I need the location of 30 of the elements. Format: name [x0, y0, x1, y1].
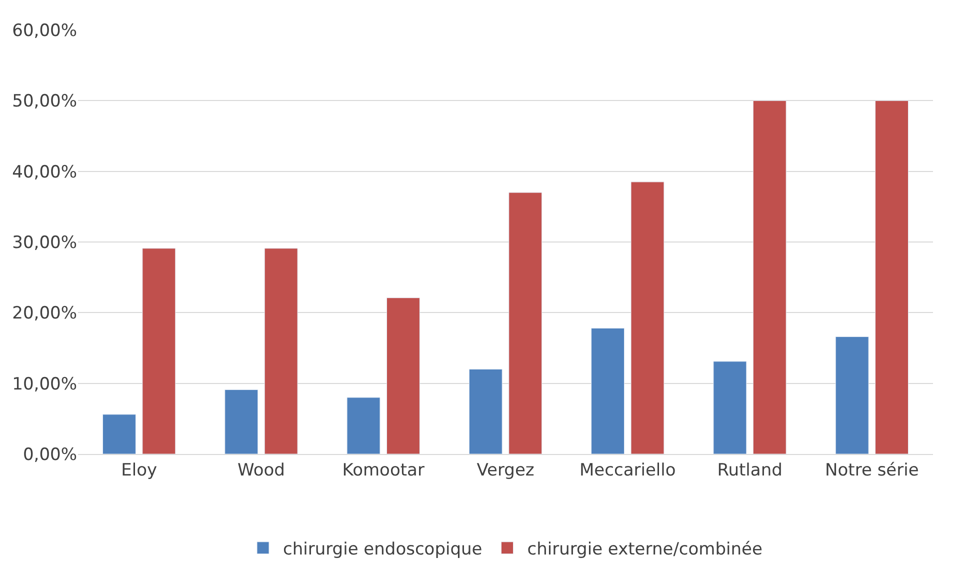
y-tick-label: 10,00% [12, 374, 77, 394]
y-tick-label: 20,00% [12, 304, 77, 324]
x-tick-label: Komootar [342, 460, 424, 480]
bar [752, 100, 786, 454]
x-tick-label: Vergez [476, 460, 534, 480]
legend-label: chirurgie externe/combinée [527, 540, 762, 560]
bar [591, 328, 625, 454]
bar [875, 100, 909, 454]
bar [142, 248, 176, 454]
x-tick-label: Wood [238, 460, 285, 480]
x-tick-label: Eloy [121, 460, 158, 480]
bar [713, 361, 747, 454]
bar [835, 336, 869, 454]
x-tick-label: Notre série [825, 460, 919, 480]
bar [346, 397, 380, 454]
bar [386, 298, 420, 454]
y-tick-label: 50,00% [12, 92, 77, 112]
x-tick-label: Meccariello [580, 460, 676, 480]
y-tick-label: 0,00% [22, 444, 77, 465]
y-tick-label: 30,00% [12, 232, 77, 253]
bar [630, 182, 664, 454]
bar [102, 414, 136, 454]
y-tick-label: 60,00% [12, 20, 77, 41]
bar [508, 192, 542, 454]
bar [264, 248, 298, 454]
bar [468, 368, 502, 454]
legend-label: chirurgie endoscopique [283, 540, 482, 560]
y-tick-label: 40,00% [12, 162, 77, 182]
bar [224, 389, 258, 454]
x-tick-label: Rutland [717, 460, 782, 480]
